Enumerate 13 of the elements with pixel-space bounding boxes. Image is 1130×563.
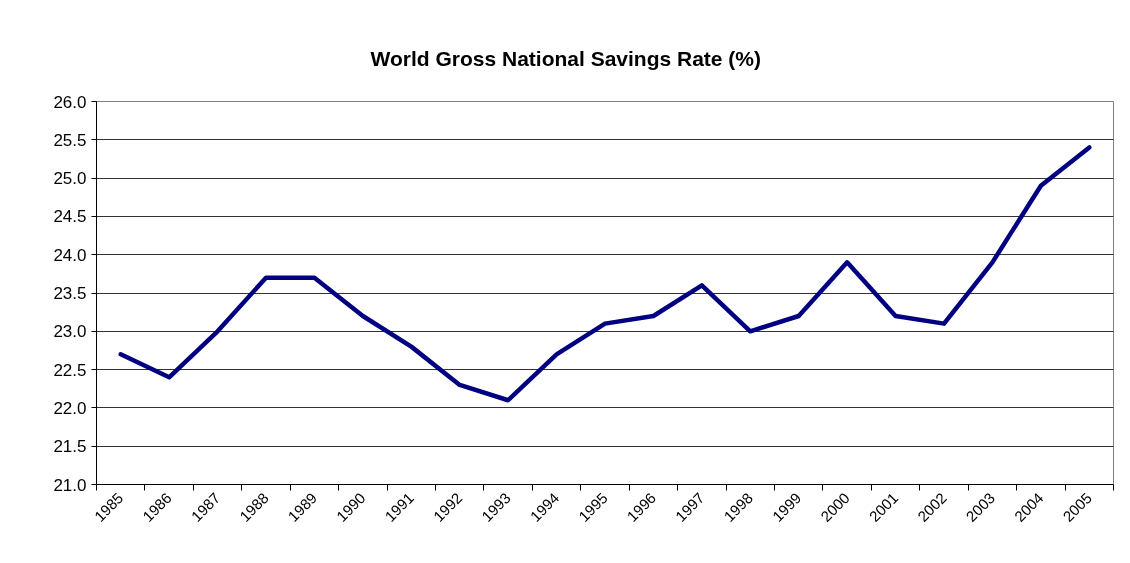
y-tick-label: 23.5 — [53, 284, 87, 303]
y-tick-label: 25.5 — [53, 130, 87, 150]
y-tick-label: 22.0 — [53, 398, 87, 418]
y-tick-label: 21.0 — [53, 475, 87, 495]
y-tick-label: 24.5 — [53, 207, 87, 227]
y-tick-label: 23.0 — [53, 322, 87, 342]
y-tick-label: 24.0 — [53, 245, 87, 265]
y-tick-label: 22.5 — [53, 360, 87, 380]
chart-title: World Gross National Savings Rate (%) — [370, 46, 762, 70]
y-tick-label: 26.0 — [53, 92, 87, 112]
line-series — [118, 145, 1092, 403]
y-tick-label: 21.5 — [53, 437, 87, 457]
y-tick-label: 25.0 — [53, 169, 87, 189]
